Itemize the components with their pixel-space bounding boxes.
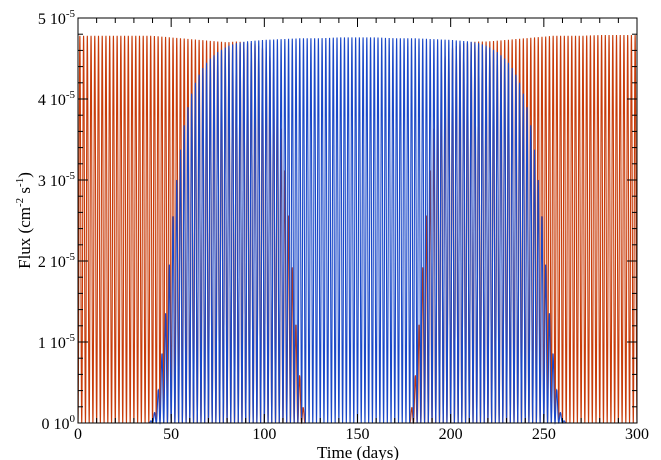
y-tick-label: 5 10-5 <box>38 8 76 28</box>
x-tick-label: 250 <box>532 426 556 443</box>
y-tick-label: 3 10-5 <box>38 170 76 190</box>
x-tick-label: 200 <box>439 426 463 443</box>
labels-layer: Time (days) Flux (cm-2 s-1) <box>14 172 399 460</box>
series-layer <box>77 34 638 425</box>
y-tick-label: 2 10-5 <box>38 251 76 271</box>
x-tick-label: 100 <box>252 426 276 443</box>
y-tick-label: 0 100 <box>42 413 76 433</box>
x-tick-label: 300 <box>625 426 649 443</box>
x-tick-label: 0 <box>74 426 82 443</box>
y-tick-label: 1 10-5 <box>38 332 76 352</box>
x-axis-label: Time (days) <box>317 443 399 460</box>
axes-layer: 0 50 100 150 200 250 300 0 100 1 10-5 2 10-5 3 10-… <box>38 8 649 443</box>
y-axis-label: Flux (cm-2 s-1) <box>14 172 34 269</box>
x-tick-label: 150 <box>346 426 370 443</box>
y-tick-label: 4 10-5 <box>38 89 76 109</box>
x-tick-label: 50 <box>163 426 179 443</box>
